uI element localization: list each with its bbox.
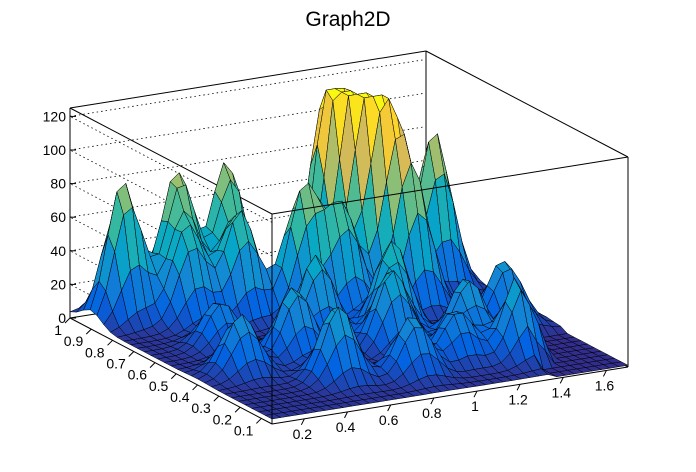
x-tick-label: 1.4 <box>552 384 572 400</box>
frame-edge <box>69 50 427 109</box>
grid-line-left-wall <box>69 183 273 290</box>
plot-frame-front <box>271 156 629 424</box>
axis-ticks: 0 20 40 60 80 100 120 0.2 0.4 0.6 0.8 1 1.2 1.4 1.6 0.1… <box>43 108 615 442</box>
y-tick-label: 1 <box>54 322 62 338</box>
grid-line-left-wall <box>69 116 273 223</box>
y-tick-label: 0.4 <box>170 389 190 405</box>
y-tick-label: 0.7 <box>106 355 126 371</box>
y-tick-mark <box>170 373 177 380</box>
x-tick-mark <box>559 377 564 384</box>
y-tick-mark <box>149 362 156 368</box>
x-tick-mark <box>430 397 435 405</box>
x-tick-mark <box>602 370 607 377</box>
y-tick-label: 0.2 <box>213 411 233 427</box>
frame-edge <box>69 317 273 425</box>
x-tick-label: 1 <box>471 398 479 414</box>
y-tick-label: 0.9 <box>64 333 84 349</box>
y-tick-label: 0.3 <box>191 400 211 416</box>
chart-title: Graph2D <box>305 8 390 31</box>
x-tick-label: 0.4 <box>336 419 356 435</box>
x-tick-label: 1.6 <box>595 377 615 393</box>
grid-line-back-wall <box>69 159 427 218</box>
surface-plot <box>69 88 629 420</box>
y-tick-label: 0.6 <box>128 367 148 383</box>
z-tick-label: 20 <box>50 276 66 292</box>
z-tick-label: 40 <box>50 243 66 259</box>
x-tick-mark <box>300 418 305 426</box>
y-tick-label: 0.5 <box>149 378 169 394</box>
y-tick-label: 0.8 <box>85 344 105 360</box>
grid-line-back-wall <box>69 126 427 184</box>
x-tick-mark <box>516 384 521 391</box>
y-tick-mark <box>128 351 135 357</box>
x-tick-label: 0.2 <box>293 426 313 442</box>
frame-edge <box>271 366 629 425</box>
grid-line-left-wall <box>69 216 273 324</box>
x-tick-mark <box>387 404 392 412</box>
z-tick-label: 80 <box>50 176 66 192</box>
x-tick-label: 1.2 <box>508 391 528 407</box>
x-tick-label: 0.8 <box>422 405 442 421</box>
z-tick-label: 60 <box>50 209 66 225</box>
y-tick-mark <box>234 406 241 413</box>
grid-line-back-wall <box>69 92 427 151</box>
y-tick-label: 0.1 <box>234 422 254 438</box>
y-tick-mark <box>85 328 92 335</box>
y-tick-mark <box>107 339 113 346</box>
grid-line-back-wall <box>69 59 427 117</box>
x-tick-label: 0.6 <box>379 412 399 428</box>
grid-line-left-wall <box>69 149 273 257</box>
frame-edge-front <box>271 156 629 215</box>
y-tick-mark <box>256 418 262 424</box>
y-tick-mark <box>64 317 71 324</box>
z-tick-label: 100 <box>43 142 67 158</box>
z-tick-label: 0 <box>58 310 66 326</box>
surface-cell <box>612 361 629 367</box>
x-tick-mark <box>473 390 478 398</box>
z-tick-label: 120 <box>43 108 67 124</box>
y-tick-mark <box>192 384 198 391</box>
frame-edge <box>425 50 629 158</box>
grid-line-back-wall <box>69 193 427 252</box>
x-tick-mark <box>344 411 348 419</box>
y-tick-mark <box>213 395 220 402</box>
